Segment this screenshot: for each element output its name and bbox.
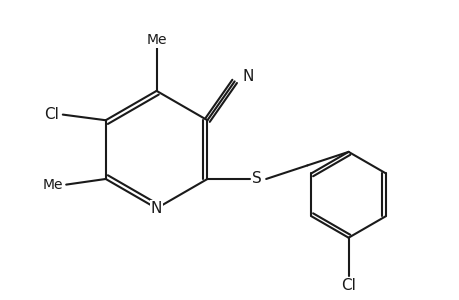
Text: Cl: Cl (341, 278, 355, 293)
Text: Cl: Cl (45, 107, 59, 122)
Text: N: N (242, 69, 253, 84)
Text: N: N (151, 201, 162, 216)
Text: S: S (252, 172, 262, 187)
Text: Me: Me (146, 33, 167, 47)
Text: Me: Me (42, 178, 63, 192)
